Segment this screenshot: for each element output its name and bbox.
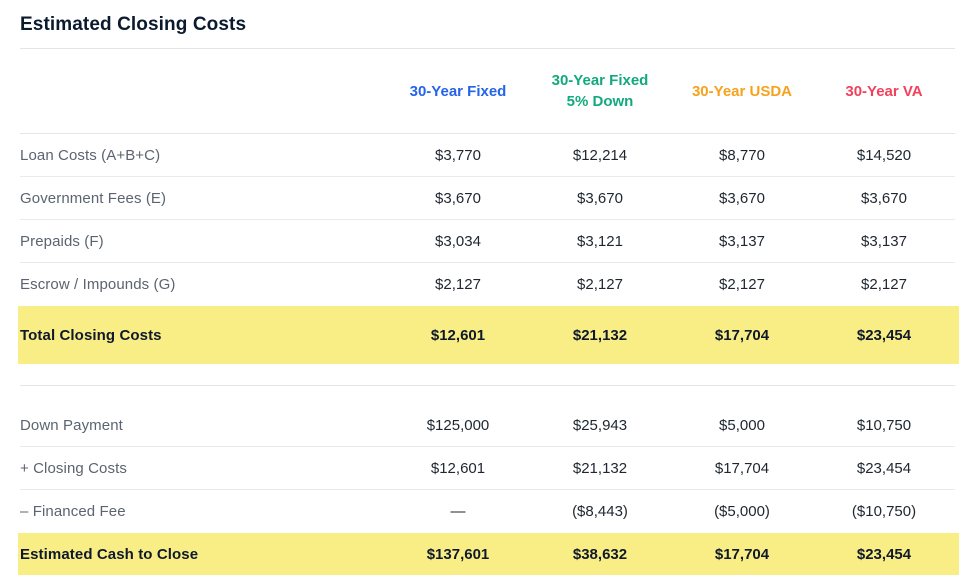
cell-value: $17,704 — [714, 326, 770, 344]
cell-value: $2,127 — [861, 276, 907, 293]
cell-value: $3,770 — [435, 146, 481, 164]
cell-value: $12,214 — [572, 146, 628, 164]
cell-value: $5,000 — [719, 416, 765, 434]
cell-value: $10,750 — [856, 416, 912, 434]
cell-value: ($5,000) — [714, 503, 770, 520]
cell-value: $2,127 — [719, 276, 765, 293]
cell-value: $23,454 — [856, 545, 912, 563]
row-label: Estimated Cash to Close — [20, 545, 199, 563]
section-divider — [20, 385, 955, 386]
cell-value: $3,670 — [861, 189, 907, 207]
column-header-line: 30-Year Fixed — [409, 82, 507, 100]
cell-value: $17,704 — [714, 459, 770, 477]
cell-value: $38,632 — [572, 545, 628, 563]
column-header-line: 30-Year Fixed — [551, 72, 649, 89]
table-row: Down Payment $125,000 $25,943 $5,000 $10,750 — [20, 404, 955, 447]
table-row: Loan Costs (A+B+C) $3,770 $12,214 $8,770 $14… — [20, 134, 955, 177]
cell-value: $125,000 — [426, 416, 490, 434]
column-header-line: 30-Year VA — [845, 82, 923, 100]
cell-value: $23,454 — [856, 326, 912, 344]
cell-value: $21,132 — [572, 459, 628, 477]
cell-value: $23,454 — [856, 459, 912, 477]
row-label: Government Fees (E) — [20, 189, 167, 207]
row-label: Prepaids (F) — [20, 232, 104, 250]
column-header: 30-Year Fixed — [387, 81, 529, 102]
page-title: Estimated Closing Costs — [20, 14, 247, 35]
closing-costs-table: 30-Year Fixed 30-Year Fixed 5% Down 30-Year… — [18, 49, 959, 575]
divider — [20, 48, 955, 49]
cell-value: ($8,443) — [572, 503, 628, 520]
cell-value: $3,137 — [861, 232, 907, 250]
cell-value: $12,601 — [430, 459, 486, 477]
row-label: – Financed Fee — [20, 503, 126, 520]
cell-value: $3,121 — [577, 232, 623, 250]
cell-value: $3,137 — [719, 232, 765, 250]
table-header-row: 30-Year Fixed 30-Year Fixed 5% Down 30-Year… — [20, 49, 955, 134]
cell-value: $3,034 — [435, 232, 481, 250]
cell-value: $14,520 — [856, 146, 912, 164]
column-header: 30-Year VA — [813, 81, 955, 102]
table-row: Escrow / Impounds (G) $2,127 $2,127 $2,127 $… — [20, 263, 955, 306]
cell-value: $8,770 — [719, 146, 765, 164]
cell-value: $137,601 — [426, 545, 490, 563]
column-header: 30-Year USDA — [671, 81, 813, 102]
row-label: Escrow / Impounds (G) — [20, 276, 176, 293]
row-label: Loan Costs (A+B+C) — [20, 146, 161, 164]
row-label: Down Payment — [20, 416, 123, 434]
table-row: Government Fees (E) $3,670 $3,670 $3,670 $3,… — [20, 177, 955, 220]
column-header-line: 5% Down — [566, 93, 634, 110]
cell-value: $3,670 — [719, 189, 765, 207]
total-row: Estimated Cash to Close $137,601 $38,632 $1… — [18, 533, 959, 575]
cell-value: $2,127 — [577, 276, 623, 293]
cell-value: $12,601 — [430, 326, 486, 344]
table-row: Prepaids (F) $3,034 $3,121 $3,137 $3,137 — [20, 220, 955, 263]
total-row: Total Closing Costs $12,601 $21,132 $17,704… — [18, 306, 959, 364]
cell-value: ($10,750) — [851, 503, 917, 520]
cell-value: $2,127 — [435, 276, 481, 293]
column-header: 30-Year Fixed 5% Down — [529, 70, 671, 112]
column-header-line: 30-Year USDA — [691, 82, 793, 100]
table-row: – Financed Fee — ($8,443) ($5,000) ($10,750) — [20, 490, 955, 533]
row-label: + Closing Costs — [20, 459, 127, 477]
cell-value: $25,943 — [572, 416, 628, 434]
table-row: + Closing Costs $12,601 $21,132 $17,704 $23,… — [20, 447, 955, 490]
row-label: Total Closing Costs — [20, 326, 162, 344]
cell-value: $17,704 — [714, 545, 770, 563]
cell-value: $21,132 — [572, 326, 628, 344]
cell-value: — — [450, 503, 466, 520]
cell-value: $3,670 — [435, 189, 481, 207]
cell-value: $3,670 — [577, 189, 623, 207]
